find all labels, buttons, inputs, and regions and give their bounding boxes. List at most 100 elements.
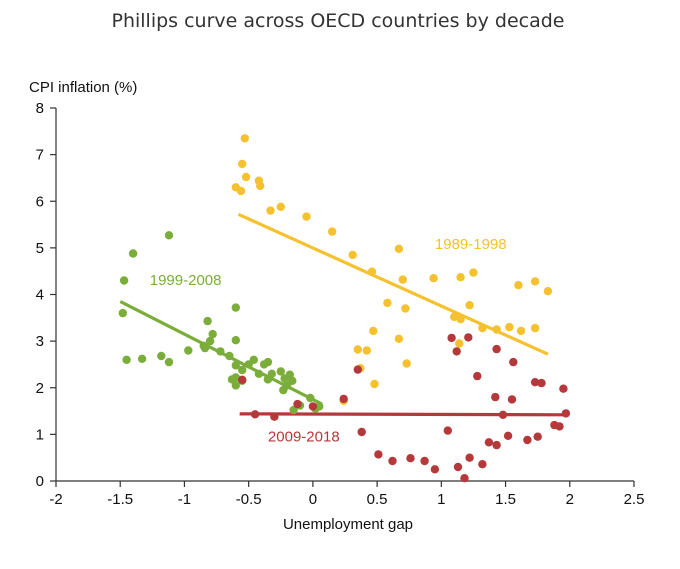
data-point <box>492 325 501 334</box>
data-point <box>367 267 377 276</box>
data-point <box>533 432 542 441</box>
data-point <box>516 326 526 336</box>
x-tick-label: -2 <box>49 491 62 508</box>
data-point <box>561 409 571 418</box>
data-point <box>256 181 265 191</box>
data-point <box>339 394 348 404</box>
ticks: -2 -1.5 -1 -0.5 0 0.5 1 1.5 2 2.5 0 1 2 3 4 5 6 7 8 <box>36 100 645 508</box>
data-point <box>530 277 540 286</box>
data-point <box>225 351 234 361</box>
data-point <box>394 334 404 343</box>
data-point <box>164 231 174 240</box>
data-point <box>263 357 273 367</box>
data-point <box>353 345 362 354</box>
data-point <box>420 456 429 466</box>
data-point <box>283 381 292 390</box>
data-point <box>137 354 147 363</box>
y-tick-label: 6 <box>36 193 44 210</box>
data-point <box>308 402 318 411</box>
data-point <box>473 371 482 381</box>
data-point <box>464 333 473 342</box>
x-tick-label: -1.5 <box>107 491 133 508</box>
data-point <box>216 347 225 356</box>
data-point <box>231 303 240 312</box>
data-point <box>401 304 410 313</box>
data-point <box>276 367 285 376</box>
data-point <box>478 323 487 333</box>
data-point <box>402 359 411 368</box>
data-point <box>241 172 251 182</box>
data-point <box>453 462 463 472</box>
data-point <box>270 412 279 421</box>
data-point <box>231 336 240 345</box>
data-point <box>491 392 500 402</box>
data-point <box>205 336 215 346</box>
data-point <box>537 378 546 388</box>
data-point <box>492 440 501 450</box>
data-point <box>289 405 298 415</box>
data-point <box>353 365 362 374</box>
data-point <box>430 465 440 474</box>
data-point <box>498 410 508 419</box>
data-point <box>328 227 337 236</box>
x-tick-label: 1 <box>437 491 445 508</box>
x-tick-label: 0.5 <box>367 491 388 508</box>
data-point <box>447 333 456 343</box>
data-point <box>460 474 469 483</box>
x-tick-label: 0 <box>309 491 317 508</box>
data-point <box>455 339 464 348</box>
data-point <box>240 134 249 143</box>
data-point <box>543 287 553 296</box>
data-point <box>254 369 264 378</box>
data-point <box>443 426 452 435</box>
data-point <box>509 357 518 367</box>
data-point <box>238 375 247 384</box>
data-point <box>398 275 407 284</box>
data-point <box>236 186 246 196</box>
data-point <box>231 361 240 370</box>
y-tick-label: 2 <box>36 380 44 397</box>
data-point <box>505 322 514 332</box>
fit-line <box>239 412 569 417</box>
data-point <box>555 422 564 431</box>
y-tick-label: 0 <box>36 473 44 490</box>
data-point <box>484 438 494 447</box>
data-point <box>492 344 501 354</box>
data-point <box>357 427 366 437</box>
data-point <box>276 202 285 211</box>
data-point <box>429 274 438 283</box>
data-point <box>452 347 461 356</box>
data-point <box>118 308 128 318</box>
data-point <box>369 326 378 336</box>
data-point <box>266 206 275 215</box>
x-axis-label: Unemployment gap <box>283 516 413 533</box>
data-point <box>208 329 217 339</box>
x-tick-label: -1 <box>178 491 191 508</box>
data-point <box>465 301 474 310</box>
y-tick-label: 1 <box>36 426 44 443</box>
data-point <box>348 250 357 260</box>
data-point <box>157 351 166 361</box>
data-point <box>394 244 404 253</box>
y-tick-label: 8 <box>36 100 44 117</box>
data-point <box>456 273 465 282</box>
data-point <box>231 381 240 390</box>
data-point <box>530 323 540 333</box>
chart-title: Phillips curve across OECD countries by … <box>112 10 565 32</box>
data-point <box>406 454 415 463</box>
data-point <box>184 346 193 355</box>
data-point <box>559 384 568 393</box>
data-point <box>128 249 138 258</box>
data-point <box>503 431 513 440</box>
data-point <box>249 355 258 364</box>
series-labels: 1989-1998 1999-2008 2009-2018 <box>150 236 507 446</box>
data-point <box>302 212 311 221</box>
y-tick-label: 7 <box>36 147 44 164</box>
data-point <box>238 159 247 169</box>
data-point <box>530 378 540 387</box>
y-tick-label: 5 <box>36 240 44 257</box>
data-point <box>465 453 474 462</box>
data-point <box>164 357 174 367</box>
y-tick-label: 4 <box>36 287 44 304</box>
